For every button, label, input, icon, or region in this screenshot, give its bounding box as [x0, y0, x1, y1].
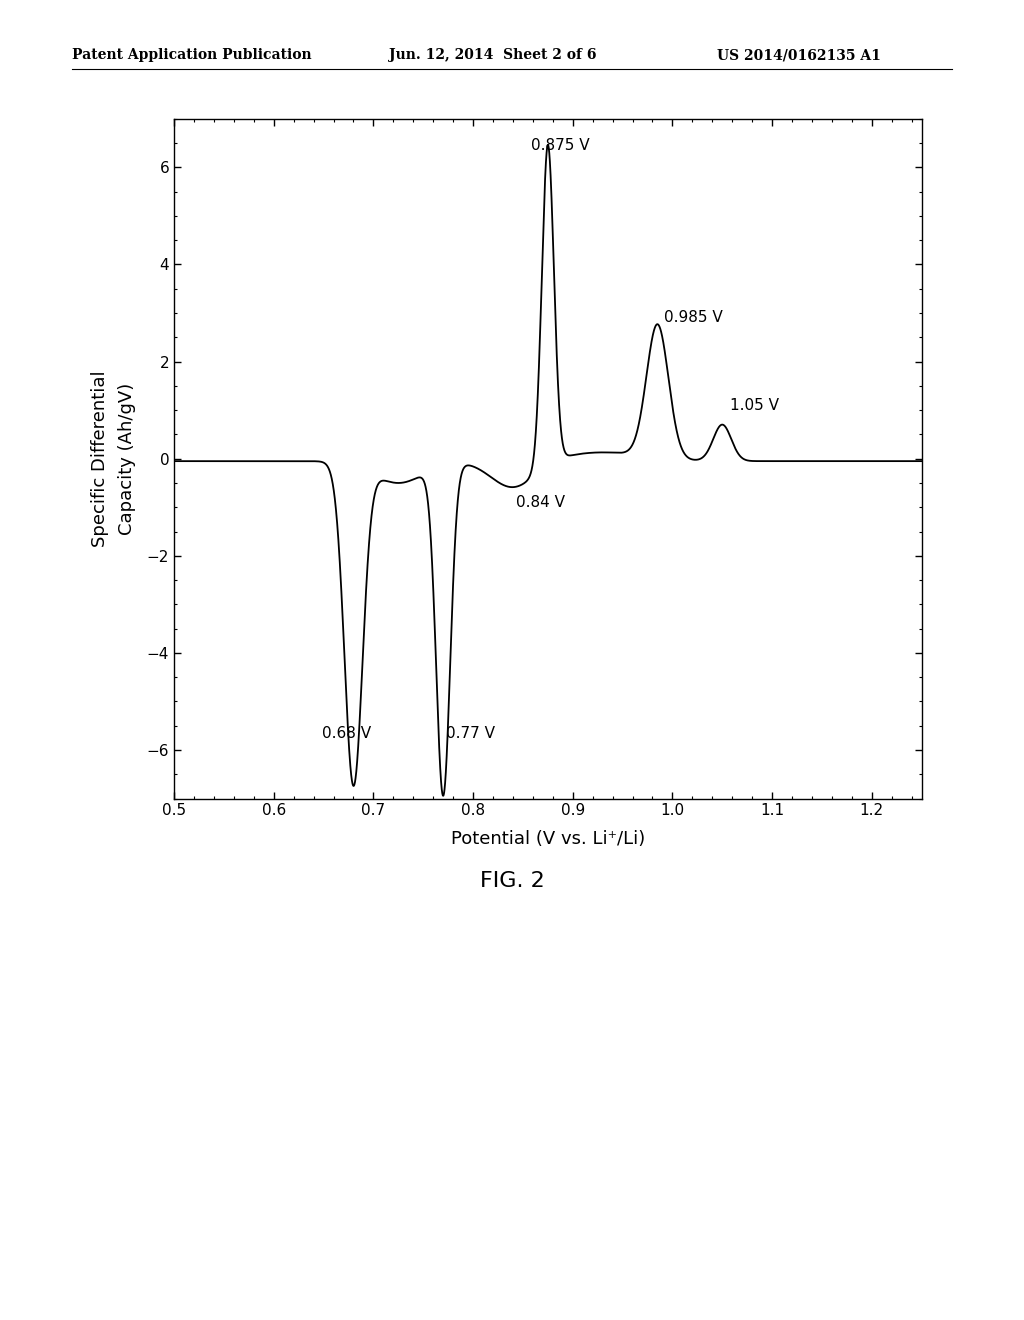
X-axis label: Potential (V vs. Li⁺/Li): Potential (V vs. Li⁺/Li): [451, 829, 645, 847]
Text: 1.05 V: 1.05 V: [730, 397, 779, 413]
Text: 0.985 V: 0.985 V: [665, 310, 723, 325]
Text: Jun. 12, 2014  Sheet 2 of 6: Jun. 12, 2014 Sheet 2 of 6: [389, 49, 597, 62]
Text: Patent Application Publication: Patent Application Publication: [72, 49, 311, 62]
Text: 0.875 V: 0.875 V: [530, 137, 590, 153]
Text: 0.68 V: 0.68 V: [322, 726, 371, 741]
Y-axis label: Specific Differential
Capacity (Ah/gV): Specific Differential Capacity (Ah/gV): [91, 371, 135, 546]
Text: 0.84 V: 0.84 V: [516, 495, 565, 510]
Text: 0.77 V: 0.77 V: [446, 726, 496, 741]
Text: FIG. 2: FIG. 2: [479, 871, 545, 891]
Text: US 2014/0162135 A1: US 2014/0162135 A1: [717, 49, 881, 62]
